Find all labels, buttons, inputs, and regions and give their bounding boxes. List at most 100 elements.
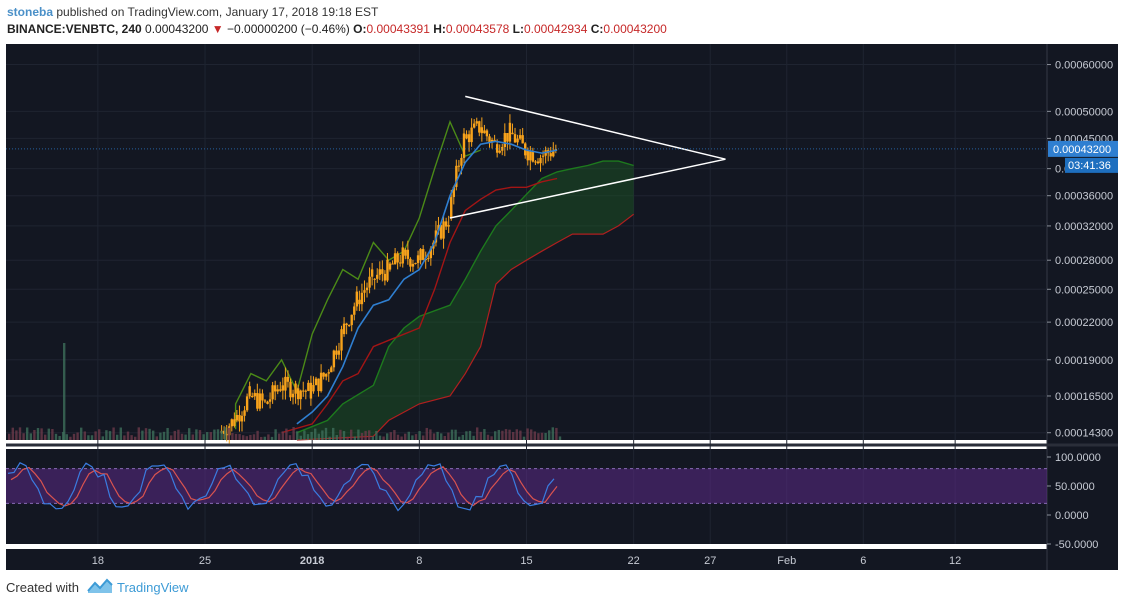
candle-body [516,138,519,143]
candle-body [485,130,489,137]
volume-bar [418,431,421,440]
candle-body [266,401,269,404]
candle-body [319,372,323,392]
candle-body [299,390,302,400]
candle-body [480,127,484,134]
candle-body [370,269,374,277]
volume-bar [357,429,360,440]
volume-bar [443,435,446,440]
stoch-k-line [7,462,555,512]
volume-bar [270,436,274,440]
volume-bar [454,429,457,440]
candle-body [439,225,443,239]
volume-bar [206,432,209,440]
volume-bar [227,427,230,440]
candle-body [350,314,353,326]
publish-text: published on TradingView.com, January 17… [53,5,379,19]
volume-bar [29,433,32,440]
candle-body [483,130,486,134]
volume-bar [335,435,338,440]
volume-bar [425,427,428,440]
volume-bar [87,435,90,440]
candle-body [450,197,453,219]
volume-bar [54,433,58,440]
volume-bar [299,435,302,440]
candle-body [368,276,371,288]
candle-body [325,373,328,377]
last-price: 0.00043200 [145,22,209,36]
volume-bar [396,434,400,440]
volume-bar [382,436,385,440]
candle-body [304,390,307,392]
candle-body [347,325,351,327]
price-chart[interactable]: 0.000600000.000500000.000450000.00040000… [6,44,1118,570]
price-tick-label: 0.00028000 [1055,255,1113,267]
triangle-upper-trendline [465,95,726,160]
volume-bar [119,427,122,440]
volume-bar [65,434,68,440]
volume-bar [267,434,270,440]
candle-body [233,419,236,426]
volume-bar [216,429,220,440]
publish-info: stoneba published on TradingView.com, Ja… [7,5,378,19]
volume-bar [191,434,194,440]
candle-body [393,253,397,265]
candle-body [442,221,445,239]
volume-bar [130,435,133,440]
volume-bar [40,428,43,440]
time-tick-label: 12 [949,555,961,567]
volume-bar [15,430,18,440]
volume-bar [288,435,292,440]
volume-bar [69,436,72,440]
volume-bar [188,428,191,440]
volume-bar [346,436,349,440]
volume-bar [450,429,454,440]
candle-body [312,385,315,392]
author-name[interactable]: stoneba [7,5,54,19]
candles [220,114,558,444]
tradingview-brand[interactable]: TradingView [117,580,189,595]
volume-bar [508,429,511,440]
time-tick-label: 6 [860,555,866,567]
candle-body [353,306,356,315]
volume-bar [432,433,436,440]
volume-bar [544,432,547,440]
volume-bar [274,429,277,440]
candle-body [271,385,274,400]
volume-bar [371,436,374,440]
candle-body [534,161,537,163]
volume-bar [249,434,252,440]
volume-bar [47,428,50,440]
volume-bar [90,435,94,440]
down-arrow-icon: ▼ [211,22,224,36]
volume-bar [533,431,536,440]
candle-body [529,151,532,161]
volume-bar [263,436,266,440]
volume-bar [141,430,144,440]
candle-body [404,249,407,256]
time-axis-pane [6,549,1047,570]
volume-bar [177,429,180,440]
candle-body [327,372,330,374]
volume-bar [58,435,61,440]
volume-bar [375,430,378,440]
volume-bar [72,433,76,440]
price-change: −0.00000200 (−0.46%) [227,22,350,36]
volume-bar [76,432,79,440]
volume-bar [36,428,40,440]
candle-body [243,410,246,416]
high-label: H: [433,22,446,36]
high-value: 0.00043578 [445,22,510,36]
volume-bar [108,431,112,440]
candle-body [314,378,318,386]
candle-body [536,161,540,164]
volume-bar [407,431,410,440]
chart-area[interactable]: 0.000600000.000500000.000450000.00040000… [6,44,1118,570]
candle-body [302,390,305,392]
last-price-badge-label: 0.00043200 [1053,144,1111,156]
chart-header: stoneba published on TradingView.com, Ja… [0,0,1125,44]
candle-body [396,253,399,263]
volume-bar [404,433,407,440]
candle-body [406,249,410,259]
candle-body [337,350,341,355]
